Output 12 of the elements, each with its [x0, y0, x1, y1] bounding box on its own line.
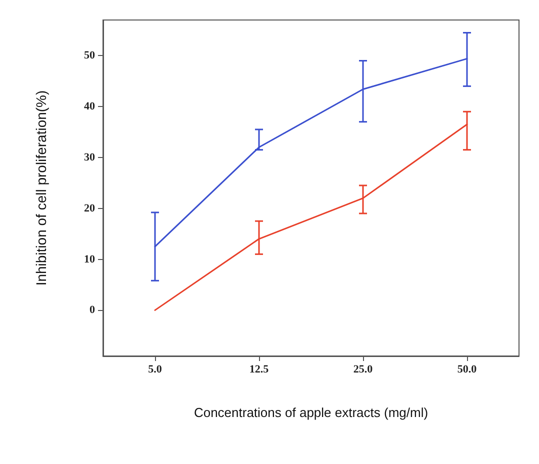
y-tick-label: 10 — [84, 253, 96, 266]
y-tick-label: 30 — [84, 151, 96, 164]
y-axis-title: Inhibition of cell proliferation(%) — [33, 90, 49, 286]
x-tick-label: 12.5 — [249, 364, 270, 376]
y-tick-label: 20 — [84, 202, 96, 214]
x-tick-label: 25.0 — [353, 364, 374, 376]
y-tick-label: 50 — [84, 50, 96, 62]
x-axis-title: Concentrations of apple extracts (mg/ml) — [194, 405, 428, 420]
y-tick-label: 0 — [90, 304, 96, 316]
x-tick-label: 5.0 — [148, 364, 162, 376]
x-tick-label: 50.0 — [457, 364, 478, 376]
y-tick-label: 40 — [84, 100, 96, 113]
